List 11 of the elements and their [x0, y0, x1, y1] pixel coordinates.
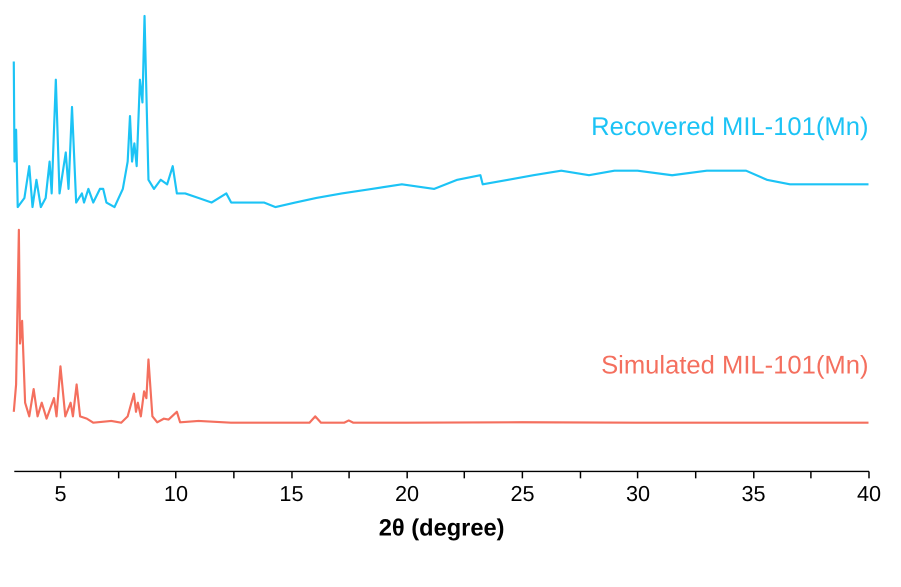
- x-tick-label: 20: [394, 480, 420, 506]
- x-tick-label: 5: [54, 480, 67, 506]
- x-tick-label: 15: [279, 480, 304, 506]
- x-tick-label: 40: [856, 480, 882, 506]
- series-label: Simulated MIL-101(Mn): [601, 351, 869, 380]
- x-tick-label: 25: [510, 480, 535, 506]
- x-tick-label: 30: [626, 480, 650, 506]
- x-axis-title: 2θ (degree): [378, 515, 504, 542]
- x-tick-label: 35: [741, 480, 766, 506]
- series-label: Recovered MIL-101(Mn): [591, 113, 869, 142]
- x-tick-label: 10: [164, 480, 188, 506]
